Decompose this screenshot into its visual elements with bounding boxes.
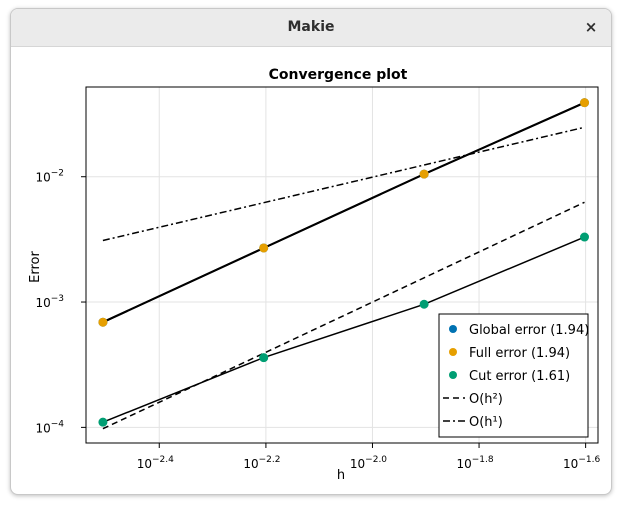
data-point	[419, 299, 429, 309]
data-point	[98, 317, 108, 327]
convergence-plot: Convergence plot 10−2.4 10−2.2 10−2.0 10−1.…	[28, 67, 600, 483]
window-title: Makie	[287, 19, 335, 35]
x-tick-label: 10−1.8	[456, 455, 493, 471]
y-tick-label: 10−4	[35, 419, 64, 435]
legend-marker	[449, 325, 457, 333]
legend: Global error (1.94) Full error (1.94) Cut …	[438, 313, 589, 438]
legend-marker	[449, 348, 457, 356]
makie-window: Makie × Convergence plot 10−2.4 10−2.2 10−…	[10, 8, 612, 495]
legend-marker	[449, 371, 457, 379]
y-tick-label: 10−3	[35, 294, 64, 310]
y-tick-label: 10−2	[35, 169, 64, 185]
x-tick-label: 10−2.2	[243, 455, 280, 471]
legend-label: O(h¹)	[469, 415, 503, 430]
plot-frame	[85, 86, 599, 444]
chart-title: Convergence plot	[269, 67, 408, 83]
close-icon[interactable]: ×	[584, 18, 598, 36]
x-tick-label: 10−2.4	[137, 455, 174, 471]
data-point	[259, 353, 269, 363]
series-markers	[98, 98, 590, 427]
series-line	[102, 201, 585, 430]
data-point	[259, 243, 269, 253]
title-bar[interactable]: Makie ×	[11, 9, 611, 47]
legend-label: Cut error (1.61)	[469, 369, 570, 384]
x-tick-label: 10−1.6	[563, 455, 600, 471]
data-point	[98, 417, 108, 427]
x-tick-label: 10−2.0	[350, 455, 387, 471]
x-axis-label: h	[337, 468, 345, 483]
legend-label: Full error (1.94)	[469, 346, 570, 361]
data-point	[580, 232, 590, 242]
plot-canvas: Convergence plot 10−2.4 10−2.2 10−2.0 10−1.…	[11, 47, 611, 494]
series-line	[102, 236, 585, 423]
y-axis-ticks: 10−4 10−3 10−2	[35, 169, 86, 435]
y-axis-label: Error	[28, 251, 43, 283]
legend-label: Global error (1.94)	[469, 323, 589, 338]
legend-box	[438, 313, 589, 438]
data-point	[580, 98, 590, 108]
series-lines	[102, 101, 585, 430]
series-line	[102, 101, 585, 324]
x-axis-ticks: 10−2.4 10−2.2 10−2.0 10−1.8 10−1.6	[137, 443, 600, 471]
legend-label: O(h²)	[469, 392, 503, 407]
data-point	[419, 169, 429, 179]
